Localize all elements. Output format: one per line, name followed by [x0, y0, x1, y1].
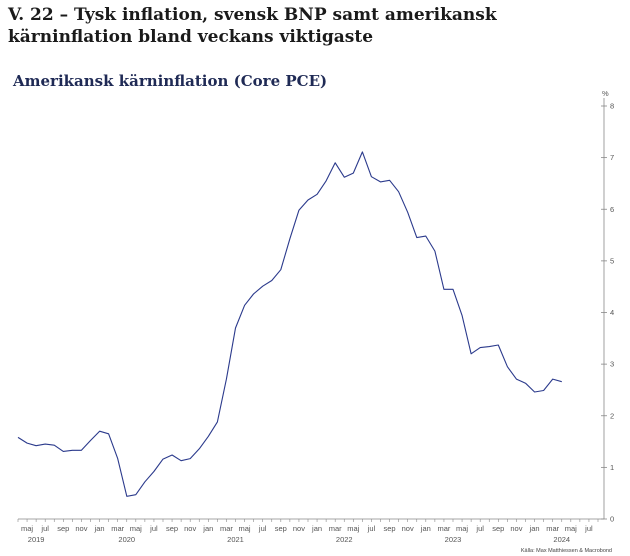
y-tick-label: 1	[610, 463, 614, 472]
x-tick-label: sep	[275, 524, 287, 533]
y-tick-label: 8	[610, 102, 614, 111]
x-tick-label: mar	[220, 524, 233, 533]
x-tick-label: jan	[94, 524, 105, 533]
y-axis-unit-label: %	[602, 89, 609, 98]
core-pce-series-line	[17, 151, 562, 497]
x-year-label: 2021	[227, 535, 244, 544]
x-tick-label: jan	[202, 524, 213, 533]
x-tick-label: jul	[367, 524, 376, 533]
x-tick-label: mar	[111, 524, 124, 533]
x-tick-label: jul	[584, 524, 593, 533]
x-tick-label: nov	[75, 524, 87, 533]
x-tick-label: jan	[529, 524, 540, 533]
x-tick-label: jul	[149, 524, 158, 533]
x-year-label: 2020	[118, 535, 135, 544]
x-tick-label: maj	[130, 524, 142, 533]
x-tick-label: jul	[475, 524, 484, 533]
x-tick-label: maj	[565, 524, 577, 533]
x-tick-label: jul	[40, 524, 49, 533]
x-year-label: 2019	[28, 535, 45, 544]
x-tick-label: mar	[329, 524, 342, 533]
x-tick-label: mar	[437, 524, 450, 533]
x-tick-label: maj	[239, 524, 251, 533]
x-tick-label: maj	[347, 524, 359, 533]
x-tick-label: nov	[510, 524, 522, 533]
x-year-label: 2024	[553, 535, 570, 544]
x-tick-label: nov	[184, 524, 196, 533]
x-year-label: 2022	[336, 535, 353, 544]
source-note: Källa: Max Matthiessen & Macrobond	[521, 548, 612, 554]
y-tick-label: 7	[610, 153, 614, 162]
y-tick-label: 0	[610, 515, 614, 524]
page-headline: V. 22 – Tysk inflation, svensk BNP samt …	[8, 5, 497, 47]
x-tick-label: sep	[384, 524, 396, 533]
y-tick-label: 6	[610, 205, 614, 214]
x-tick-label: mar	[546, 524, 559, 533]
x-tick-label: nov	[402, 524, 414, 533]
x-tick-label: sep	[492, 524, 504, 533]
x-tick-label: maj	[456, 524, 468, 533]
x-tick-label: jan	[420, 524, 431, 533]
chart-title: Amerikansk kärninflation (Core PCE)	[13, 72, 328, 90]
y-tick-label: 4	[610, 308, 614, 317]
x-tick-label: jul	[258, 524, 267, 533]
x-tick-label: sep	[166, 524, 178, 533]
x-tick-label: maj	[21, 524, 33, 533]
y-tick-label: 2	[610, 411, 614, 420]
y-tick-label: 3	[610, 360, 614, 369]
x-tick-label: nov	[293, 524, 305, 533]
y-tick-label: 5	[610, 256, 614, 265]
x-tick-label: jan	[311, 524, 322, 533]
x-year-label: 2023	[445, 535, 462, 544]
x-tick-label: sep	[57, 524, 69, 533]
